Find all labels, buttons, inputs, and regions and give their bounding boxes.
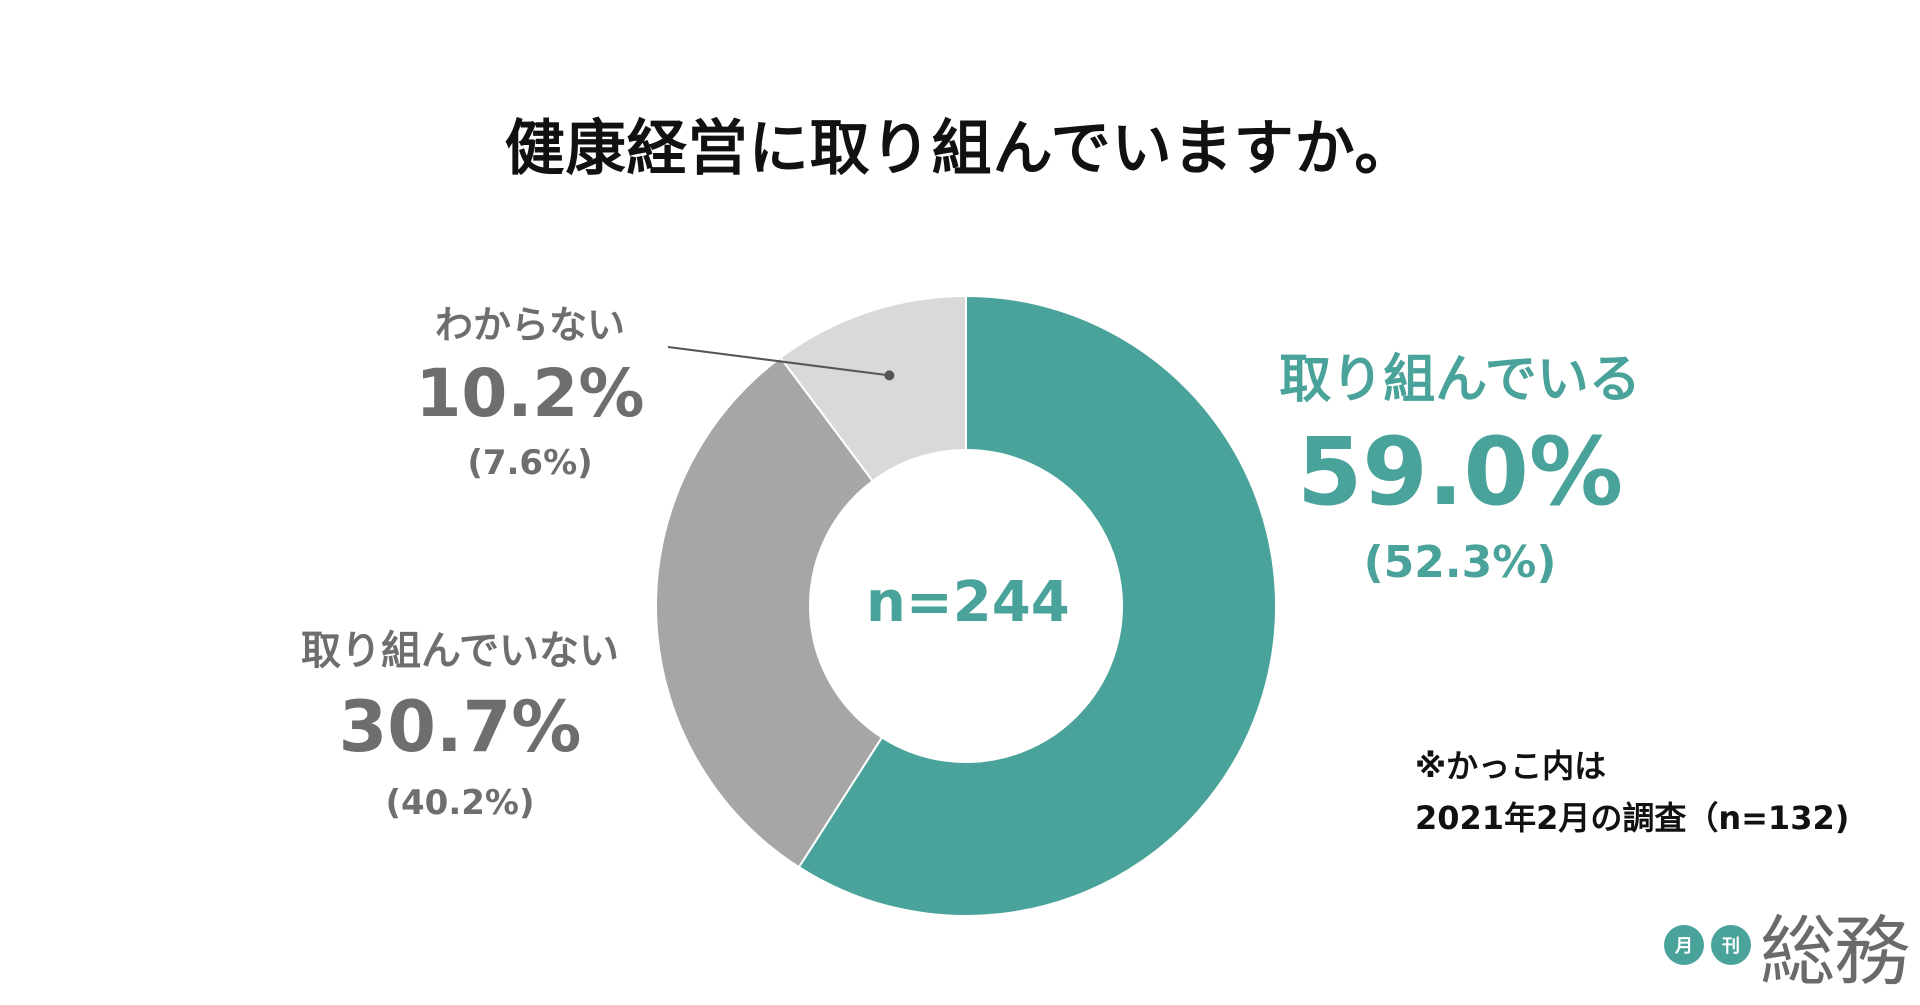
logo-badge-left: 月 (1664, 925, 1704, 965)
logo-badge-right: 刊 (1711, 925, 1751, 965)
category-label-unknown: わからない (434, 303, 625, 347)
label-group-not-doing: 取り組んでいない 30.7% (40.2%) (270, 625, 650, 829)
sample-size-label: n=244 (866, 570, 1070, 635)
slice-not-doing (655, 356, 884, 869)
footnote: ※かっこ内は 2021年2月の調査（n=132) (1415, 740, 1849, 844)
slice-doing (797, 294, 1277, 917)
previous-value-unknown: (7.6%) (467, 443, 593, 483)
footnote-line-2: 2021年2月の調査（n=132) (1415, 799, 1850, 837)
category-label-not-doing: 取り組んでいない (301, 628, 619, 674)
value-label-unknown: 10.2% (415, 355, 645, 432)
publisher-logo: 月 刊 総務 (1664, 900, 1910, 996)
previous-value-doing: (52.3%) (1363, 537, 1557, 588)
category-label-doing: 取り組んでいる (1279, 350, 1641, 410)
value-label-not-doing: 30.7% (338, 686, 582, 768)
slice-unknown (779, 294, 967, 483)
label-group-unknown: わからない 10.2% (7.6%) (380, 300, 680, 488)
logo-wordmark: 総務 (1760, 907, 1910, 996)
footnote-line-1: ※かっこ内は (1415, 747, 1607, 785)
leader-line-unknown (667, 346, 890, 377)
previous-value-not-doing: (40.2%) (385, 783, 535, 823)
leader-dot-unknown (884, 370, 895, 381)
chart-title: 健康経営に取り組んでいますか。 (504, 114, 1416, 184)
label-group-doing: 取り組んでいる 59.0% (52.3%) (1230, 345, 1690, 595)
value-label-doing: 59.0% (1296, 418, 1624, 527)
